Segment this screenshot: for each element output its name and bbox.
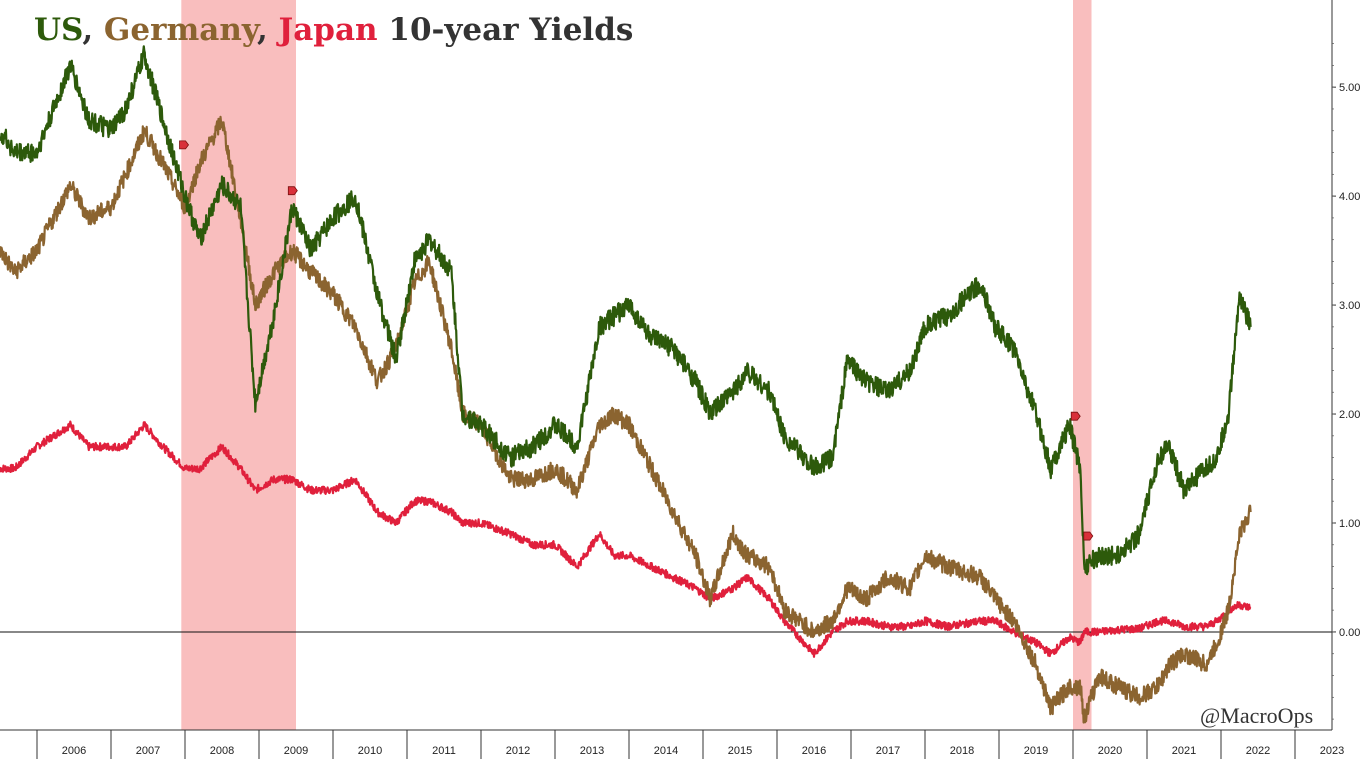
x-tick-label: 2016 [802,745,826,757]
title-separator: , [82,12,104,48]
y-tick-label: 3.00 [1339,300,1360,312]
series-line-germany [0,115,1252,724]
series-lines [0,45,1252,724]
event-marker [1070,411,1081,421]
recession-band [1073,0,1092,730]
x-tick-label: 2011 [432,745,456,757]
x-tick-label: 2022 [1246,745,1270,757]
x-tick-label: 2020 [1098,745,1122,757]
x-tick-label: 2013 [580,745,604,757]
y-tick-label: 5.00 [1339,82,1360,94]
y-tick-label: 0.00 [1339,627,1360,639]
x-tick-label: 2023 [1320,745,1344,757]
watermark: @MacroOps [1200,703,1314,728]
x-tick-label: 2015 [728,745,752,757]
series-line-japan [0,420,1252,658]
event-markers [179,140,1094,541]
x-tick-label: 2019 [1024,745,1048,757]
x-tick-label: 2014 [654,745,678,757]
recession-band [181,0,296,730]
x-tick-label: 2007 [136,745,160,757]
recession-bands [181,0,1092,730]
title-suffix: 10-year Yields [377,12,634,48]
title-us: US [34,12,83,48]
x-tick-label: 2009 [284,745,308,757]
y-tick-label: 1.00 [1339,518,1360,530]
series-line-us [0,45,1252,576]
event-marker [1083,531,1094,541]
event-marker [287,186,298,196]
event-marker [179,140,190,150]
x-tick-label: 2008 [210,745,234,757]
chart-title: US, Germany, Japan 10-year Yields [34,10,633,50]
x-tick-label: 2018 [950,745,974,757]
title-germany: Germany [103,12,257,48]
title-japan: Japan [278,12,378,48]
x-tick-label: 2010 [358,745,382,757]
y-tick-label: 4.00 [1339,191,1360,203]
x-axis: 2006 2007 2008 2009 2010 2011 2012 2013 2014 2015… [0,729,1344,759]
y-tick-label: 2.00 [1339,409,1360,421]
x-tick-label: 2017 [876,745,900,757]
y-axis: 0.00 1.00 2.00 3.00 4.00 5.00 [1331,0,1360,730]
x-tick-label: 2021 [1172,745,1196,757]
x-tick-label: 2006 [62,745,86,757]
x-tick-label: 2012 [506,745,530,757]
title-separator: , [256,12,279,48]
